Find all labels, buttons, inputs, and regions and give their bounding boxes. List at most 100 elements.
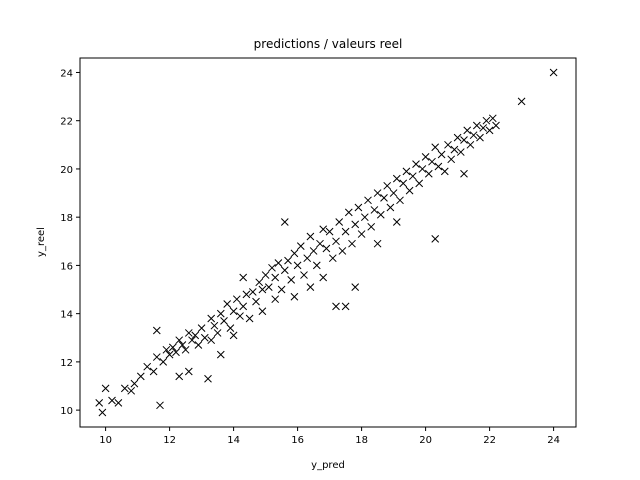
data-point — [373, 239, 382, 248]
data-point — [396, 196, 404, 205]
data-point — [172, 348, 180, 357]
data-point — [479, 124, 488, 132]
data-point — [210, 321, 219, 330]
data-point — [242, 290, 251, 299]
data-point — [341, 227, 350, 236]
data-point — [261, 271, 270, 279]
data-point — [108, 396, 116, 405]
data-point — [325, 227, 334, 236]
data-point — [162, 345, 171, 354]
data-point — [450, 145, 459, 154]
data-point — [207, 314, 216, 323]
data-point — [335, 218, 344, 226]
x-tick-label: 12 — [163, 435, 176, 446]
data-point — [178, 341, 187, 349]
data-point — [421, 153, 430, 161]
data-point — [271, 295, 280, 304]
y-tick-label: 20 — [60, 165, 73, 176]
y-tick-label: 12 — [60, 358, 73, 369]
data-point — [271, 273, 280, 282]
x-tick-label: 14 — [227, 435, 240, 446]
data-point — [351, 283, 360, 291]
data-point — [392, 218, 401, 226]
plot-frame — [79, 57, 577, 428]
data-point — [447, 155, 456, 164]
data-point — [184, 367, 193, 376]
data-point — [488, 114, 497, 123]
data-point — [168, 343, 177, 352]
data-point — [280, 218, 289, 226]
x-tick-label: 24 — [547, 435, 560, 446]
data-point — [389, 189, 398, 197]
data-point — [428, 157, 436, 166]
y-tick-label: 16 — [60, 261, 73, 272]
data-point — [197, 324, 206, 332]
data-point — [152, 326, 161, 335]
data-point — [399, 179, 408, 188]
data-point — [306, 232, 315, 241]
x-tick-label: 10 — [99, 435, 112, 446]
y-axis-label: y_reel — [36, 227, 47, 257]
y-tick-label: 14 — [60, 310, 73, 321]
data-point — [412, 160, 420, 168]
data-point — [415, 179, 424, 188]
data-point — [364, 196, 372, 205]
data-point — [303, 254, 312, 263]
data-point — [332, 302, 340, 311]
data-point — [268, 263, 276, 272]
data-point — [383, 181, 392, 190]
data-point — [402, 167, 411, 176]
data-point — [239, 302, 248, 311]
data-point — [255, 278, 264, 287]
x-axis-label: y_pred — [311, 460, 345, 471]
data-point — [213, 329, 222, 337]
data-point — [216, 350, 225, 359]
x-tick-label: 22 — [483, 435, 496, 446]
data-point — [245, 314, 254, 323]
data-point — [332, 237, 340, 246]
data-point — [300, 271, 308, 279]
data-point — [354, 203, 363, 212]
data-point — [159, 358, 168, 366]
data-point — [380, 194, 388, 202]
x-tick-label: 18 — [355, 435, 368, 446]
data-point — [469, 131, 478, 140]
data-point — [476, 133, 484, 142]
data-point — [351, 220, 360, 229]
data-point — [229, 307, 238, 316]
data-point — [143, 362, 152, 371]
data-point — [248, 288, 257, 296]
data-point — [95, 399, 104, 407]
data-point — [136, 372, 145, 381]
data-point — [175, 372, 184, 381]
data-point — [370, 206, 379, 214]
data-point — [466, 140, 475, 149]
x-tick-label: 20 — [419, 435, 432, 446]
x-axis: 10 12 14 16 18 20 22 24 — [99, 427, 560, 446]
data-point — [149, 367, 158, 376]
chart-title: predictions / valeurs reel — [254, 37, 403, 51]
y-tick-label: 22 — [60, 117, 73, 128]
data-point — [156, 401, 164, 410]
data-point — [322, 244, 331, 253]
data-point — [460, 169, 468, 178]
data-point — [376, 210, 385, 219]
data-point — [274, 259, 283, 267]
data-point — [341, 302, 350, 311]
data-point — [367, 222, 376, 231]
data-point — [485, 126, 494, 135]
data-point — [306, 283, 315, 291]
data-point — [348, 239, 356, 248]
data-point — [293, 261, 302, 270]
data-point — [290, 292, 299, 301]
data-point — [319, 225, 328, 234]
data-point — [223, 300, 232, 308]
points-layer — [95, 68, 558, 417]
data-point — [191, 331, 200, 340]
data-point — [360, 213, 369, 222]
data-point — [338, 247, 347, 255]
data-point — [431, 235, 440, 243]
data-point — [207, 336, 216, 345]
data-point — [373, 189, 382, 197]
